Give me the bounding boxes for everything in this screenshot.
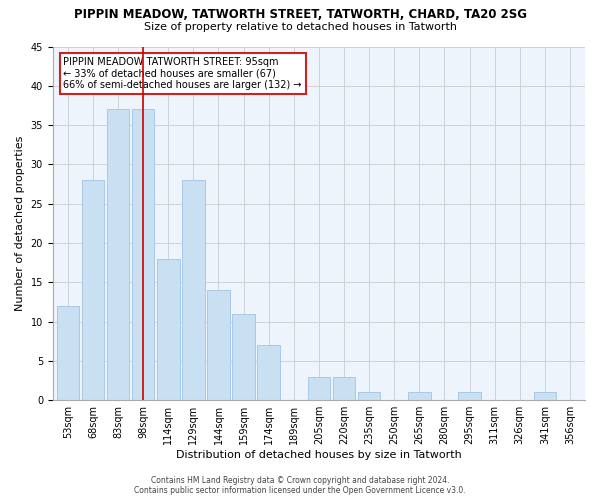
Bar (132, 110, 154, 400)
Bar (458, 392, 481, 400)
Bar (332, 376, 355, 400)
Bar (257, 345, 280, 400)
Text: Contains HM Land Registry data © Crown copyright and database right 2024.
Contai: Contains HM Land Registry data © Crown c… (134, 476, 466, 495)
Bar (157, 258, 179, 400)
Text: Size of property relative to detached houses in Tatworth: Size of property relative to detached ho… (143, 22, 457, 32)
Text: PIPPIN MEADOW, TATWORTH STREET, TATWORTH, CHARD, TA20 2SG: PIPPIN MEADOW, TATWORTH STREET, TATWORTH… (74, 8, 527, 20)
Bar (533, 392, 556, 400)
Bar (182, 180, 205, 400)
Bar (56, 306, 79, 400)
Bar (308, 376, 330, 400)
Text: PIPPIN MEADOW TATWORTH STREET: 95sqm
← 33% of detached houses are smaller (67)
6: PIPPIN MEADOW TATWORTH STREET: 95sqm ← 3… (64, 57, 302, 90)
Bar (408, 392, 431, 400)
Bar (358, 392, 380, 400)
Bar (207, 290, 230, 400)
Y-axis label: Number of detached properties: Number of detached properties (15, 136, 25, 311)
Bar (82, 180, 104, 400)
Bar (107, 110, 130, 400)
X-axis label: Distribution of detached houses by size in Tatworth: Distribution of detached houses by size … (176, 450, 462, 460)
Bar (232, 314, 255, 400)
